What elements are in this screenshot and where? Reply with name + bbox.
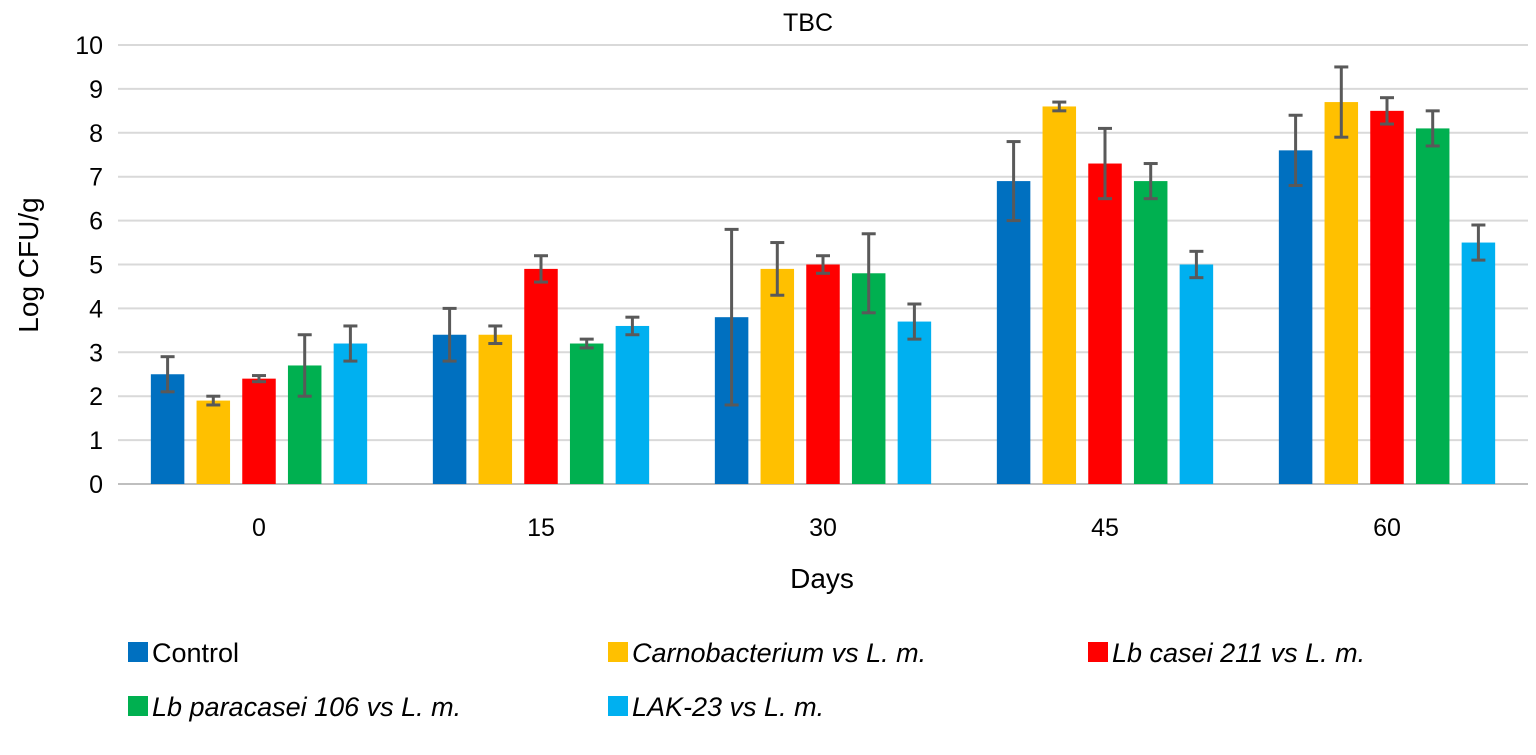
legend-swatch: [608, 696, 628, 716]
bar: [760, 268, 795, 484]
bar: [897, 321, 932, 484]
legend-label: Control: [152, 638, 239, 668]
y-tick-label: 3: [89, 339, 103, 367]
bar: [1042, 106, 1077, 485]
y-axis-title: Log CFU/g: [13, 197, 44, 332]
y-tick-label: 0: [89, 471, 103, 499]
bar: [333, 343, 368, 484]
legend-item: Carnobacterium vs L. m.: [608, 638, 926, 668]
bar: [996, 181, 1031, 484]
bar: [1370, 110, 1404, 484]
y-tick-label: 8: [89, 120, 103, 148]
bar: [1278, 150, 1313, 485]
legend-item: Lb paracasei 106 vs L. m.: [128, 692, 461, 722]
legend-label: LAK-23 vs L. m.: [632, 692, 824, 722]
bar: [1461, 242, 1496, 484]
legend-item: LAK-23 vs L. m.: [608, 692, 824, 722]
bar: [806, 264, 840, 484]
y-tick-label: 4: [89, 295, 103, 323]
legend-swatch: [608, 642, 628, 662]
bar: [1133, 181, 1168, 484]
x-tick-label: 30: [809, 514, 837, 542]
y-tick-label: 6: [89, 208, 103, 236]
legend-item: Lb casei 211 vs L. m.: [1088, 638, 1365, 668]
legend-swatch: [128, 696, 148, 716]
bar: [1179, 264, 1214, 484]
x-axis-title: Days: [790, 563, 854, 594]
y-tick-label: 5: [89, 252, 103, 280]
y-tick-label: 10: [75, 32, 103, 60]
legend-item: Control: [128, 638, 239, 668]
bar: [569, 343, 604, 484]
legend: Control Carnobacterium vs L. m. Lb casei 2…: [128, 638, 1365, 722]
y-tick-label: 2: [89, 383, 103, 411]
legend-label: Carnobacterium vs L. m.: [632, 638, 926, 668]
legend-label: Lb casei 211 vs L. m.: [1112, 638, 1365, 668]
bar: [1324, 102, 1359, 484]
x-tick-label: 60: [1373, 514, 1401, 542]
bar: [242, 378, 276, 484]
x-tick-label: 15: [527, 514, 555, 542]
bar: [1088, 163, 1122, 484]
legend-swatch: [128, 642, 148, 662]
bar: [615, 325, 650, 484]
bar: [524, 268, 558, 484]
x-tick-label: 45: [1091, 514, 1119, 542]
bar: [478, 334, 513, 484]
y-tick-label: 7: [89, 164, 103, 192]
chart-title: TBC: [783, 9, 833, 37]
legend-label: Lb paracasei 106 vs L. m.: [152, 692, 461, 722]
x-tick-label: 0: [252, 514, 266, 542]
legend-swatch: [1088, 642, 1108, 662]
bar: [196, 400, 231, 484]
y-tick-label: 1: [89, 427, 103, 455]
bar: [1415, 128, 1450, 484]
y-tick-label: 9: [89, 76, 103, 104]
